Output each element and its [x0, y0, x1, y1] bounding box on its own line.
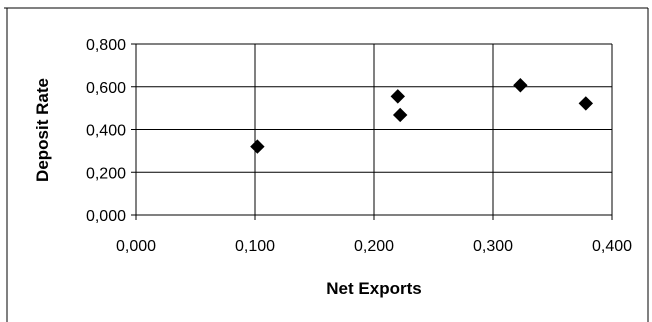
x-tick-label: 0,400 [592, 238, 632, 255]
data-point [513, 78, 528, 93]
y-axis-title: Deposit Rate [33, 78, 52, 182]
data-point [390, 89, 406, 104]
x-tick-label: 0,100 [235, 238, 275, 255]
x-axis-title: Net Exports [326, 279, 421, 298]
x-tick-label: 0,300 [473, 238, 513, 255]
y-tick-label: 0,800 [86, 37, 126, 54]
data-point [250, 139, 265, 154]
data-point [392, 107, 408, 123]
data-points [250, 78, 594, 154]
y-tick-label: 0,600 [86, 80, 126, 97]
y-tick-label: 0,400 [86, 123, 126, 140]
x-tick-label: 0,200 [354, 238, 394, 255]
y-tick-labels: 0,000 0,200 0,400 0,600 0,800 [86, 37, 126, 225]
y-tick-label: 0,200 [86, 165, 126, 182]
axes [131, 43, 613, 220]
data-point [578, 96, 594, 111]
y-tick-label: 0,000 [86, 208, 126, 225]
gridlines [136, 43, 613, 215]
x-tick-labels: 0,000 0,100 0,200 0,300 0,400 [116, 238, 632, 255]
x-tick-label: 0,000 [116, 238, 156, 255]
